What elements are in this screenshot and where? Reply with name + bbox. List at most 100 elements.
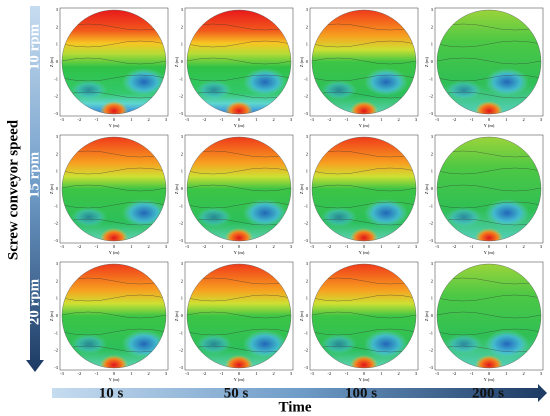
x-tick-label: 1: [255, 371, 257, 376]
contour-field: [437, 137, 541, 241]
y-tick-label: 1: [56, 169, 58, 174]
x-tick-label: 1: [505, 244, 507, 249]
x-tick-label: 1: [255, 117, 257, 122]
y-tick-label: 3: [56, 261, 59, 266]
y-tick-label: -1: [429, 76, 433, 81]
contour-line: [62, 74, 166, 82]
cold-zone: [243, 68, 287, 96]
y-tick-label: -3: [429, 365, 433, 370]
x-tick-label: 2: [148, 244, 150, 249]
y-tick-label: 2: [431, 24, 433, 29]
y-axis-label: Z (m): [299, 310, 304, 321]
x-tick-label: 1: [505, 117, 507, 122]
x-tick-label: 3: [415, 244, 418, 249]
y-tick-label: 0: [431, 313, 434, 318]
panel-rim: [186, 263, 292, 369]
y-tick-label: 0: [181, 313, 184, 318]
field: [437, 10, 541, 114]
y-axis-label: Z (m): [424, 56, 429, 67]
x-axis-label: Y (m): [484, 377, 495, 382]
field: [312, 10, 416, 114]
field: [437, 264, 541, 368]
cold-zone: [71, 334, 107, 354]
x-tick-label: 2: [273, 117, 275, 122]
panel: -3 -2 -1 0 1 2 3 3 2 1 0 -1 -2 -3 Y (m) Z (m): [299, 261, 419, 382]
y-tick-label: -1: [54, 76, 58, 81]
x-axis-label: Y (m): [484, 250, 495, 255]
cold-zone: [485, 68, 529, 96]
y-tick-label: -3: [304, 365, 308, 370]
y-tick-label: -2: [304, 348, 308, 353]
contour-line: [312, 184, 416, 192]
y-tick-label: 2: [431, 151, 433, 156]
y-tick-label: -3: [54, 238, 58, 243]
x-tick-label: -3: [60, 244, 64, 249]
contour-line: [312, 74, 416, 82]
x-tick-label: -2: [202, 371, 206, 376]
x-tick-label: 0: [113, 117, 116, 122]
y-tick-label: 1: [306, 296, 308, 301]
y-tick-label: 1: [56, 296, 58, 301]
contour-line: [187, 184, 291, 192]
cold-zone: [71, 207, 107, 227]
contour-line: [187, 328, 291, 336]
y-tick-label: 1: [431, 169, 433, 174]
x-tick-label: -2: [327, 117, 331, 122]
y-tick-label: 0: [306, 186, 309, 191]
cold-zone: [243, 199, 287, 227]
contour-line: [437, 294, 541, 302]
cold-zone: [71, 80, 107, 100]
contour-field: [312, 10, 416, 114]
x-tick-label: 3: [540, 371, 543, 376]
x-tick-label: -3: [185, 244, 189, 249]
x-tick-label: 0: [238, 244, 241, 249]
x-axis-label: Y (m): [359, 377, 370, 382]
contour-field: [187, 10, 291, 114]
contour-line: [312, 311, 416, 319]
x-tick-label: -2: [202, 244, 206, 249]
x-tick-label: 2: [148, 117, 150, 122]
panel-frame: [434, 7, 544, 117]
y-tick-label: -1: [54, 203, 58, 208]
x-tick-label: -2: [202, 117, 206, 122]
x-tick-label: 1: [130, 117, 132, 122]
x-tick-label: 3: [290, 117, 293, 122]
x-tick-label: 2: [398, 117, 400, 122]
panel: -3 -2 -1 0 1 2 3 3 2 1 0 -1 -2 -3 Y (m) Z (m): [174, 134, 294, 255]
y-axis-label: Z (m): [174, 183, 179, 194]
y-tick-label: 1: [181, 42, 183, 47]
contour-line: [312, 218, 416, 226]
y-tick-label: 1: [56, 42, 58, 47]
x-tick-label: -2: [327, 244, 331, 249]
x-axis-label: Y (m): [234, 250, 245, 255]
hot-zone: [225, 101, 253, 114]
contour-line: [187, 218, 291, 226]
contour-line: [437, 201, 541, 209]
panel-frame: [184, 7, 294, 117]
x-tick-label: 2: [148, 371, 150, 376]
contour-line: [312, 345, 416, 353]
x-tick-label: 1: [380, 244, 382, 249]
y-tick-label: 0: [306, 313, 309, 318]
y-tick-label: 2: [431, 278, 433, 283]
y-tick-label: -2: [429, 348, 433, 353]
y-tick-label: 3: [306, 7, 309, 12]
contour-line: [62, 40, 166, 48]
y-tick-label: -3: [54, 111, 58, 116]
y-tick-label: 3: [181, 134, 184, 139]
y-tick-label: 2: [181, 278, 183, 283]
cold-zone: [243, 330, 287, 358]
panel-rim: [311, 9, 417, 115]
x-tick-label: -1: [95, 244, 99, 249]
column-label: 10 s: [99, 385, 124, 401]
hot-zone: [350, 228, 378, 241]
y-tick-label: 1: [431, 296, 433, 301]
x-tick-label: -1: [345, 244, 349, 249]
panel-rim: [311, 136, 417, 242]
panel: -3 -2 -1 0 1 2 3 3 2 1 0 -1 -2 -3 Y (m) Z (m): [49, 261, 169, 382]
panel-frame: [59, 7, 169, 117]
x-tick-label: -3: [185, 117, 189, 122]
contour-line: [437, 57, 541, 65]
contour-line: [187, 294, 291, 302]
